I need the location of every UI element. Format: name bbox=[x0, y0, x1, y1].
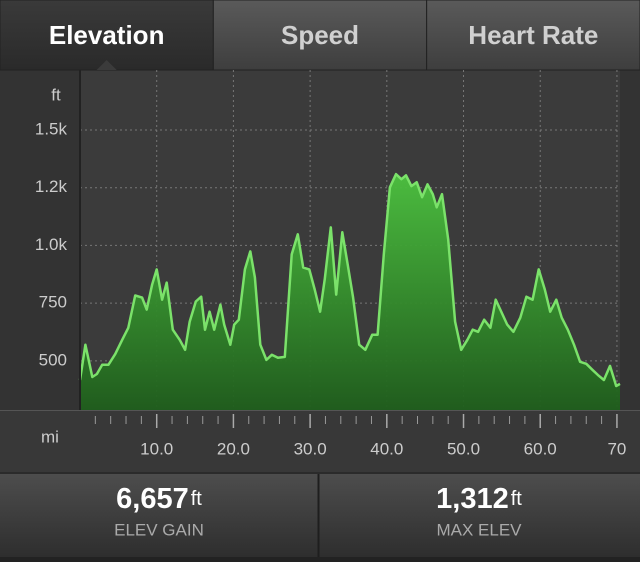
y-axis-panel bbox=[0, 70, 80, 410]
x-tick-label: 20.0 bbox=[217, 439, 250, 458]
tab[interactable]: Speed bbox=[212, 0, 428, 71]
x-tick-label: 70 bbox=[607, 439, 626, 458]
area-line bbox=[78, 172, 621, 388]
tab-pointer bbox=[96, 60, 117, 70]
y-tick-label: 1.5k bbox=[35, 119, 68, 138]
x-axis-label: mi bbox=[41, 427, 59, 446]
y-tick-label: 500 bbox=[39, 350, 67, 369]
tab-bg bbox=[212, 0, 428, 71]
tab[interactable]: Heart Rate bbox=[426, 0, 640, 71]
y-tick-label: 1.0k bbox=[35, 235, 68, 254]
stat-value: 6,657 ft bbox=[116, 483, 202, 515]
y-axis-label: ft bbox=[51, 85, 61, 104]
stat-unit: ft bbox=[511, 488, 523, 510]
x-tick-label: 10.0 bbox=[140, 439, 173, 458]
stat-number: 1,312 bbox=[436, 483, 509, 515]
stat-label: ELEV GAIN bbox=[114, 520, 204, 539]
stats-panel bbox=[0, 474, 640, 557]
stat-label: MAX ELEV bbox=[436, 520, 522, 539]
x-axis-panel bbox=[0, 410, 640, 472]
tab-bg bbox=[426, 0, 640, 71]
stat: 1,312 ft MAX ELEV bbox=[436, 483, 522, 540]
stat-number: 6,657 bbox=[116, 483, 189, 515]
tab-label: Elevation bbox=[49, 20, 165, 50]
x-tick-label: 40.0 bbox=[370, 439, 403, 458]
y-tick-label: 750 bbox=[39, 293, 67, 312]
plot-margin bbox=[620, 70, 640, 410]
tab[interactable]: Elevation bbox=[0, 0, 214, 71]
stat-value: 1,312 ft bbox=[436, 483, 522, 515]
y-tick-label: 1.2k bbox=[35, 177, 68, 196]
tab-label: Speed bbox=[281, 20, 359, 50]
area bbox=[80, 174, 620, 410]
x-tick-label: 50.0 bbox=[447, 439, 480, 458]
stat-unit: ft bbox=[191, 488, 203, 510]
x-tick-label: 30.0 bbox=[294, 439, 327, 458]
tab-label: Heart Rate bbox=[468, 20, 598, 50]
stat: 6,657 ft ELEV GAIN bbox=[114, 483, 204, 540]
x-tick-label: 60.0 bbox=[524, 439, 557, 458]
